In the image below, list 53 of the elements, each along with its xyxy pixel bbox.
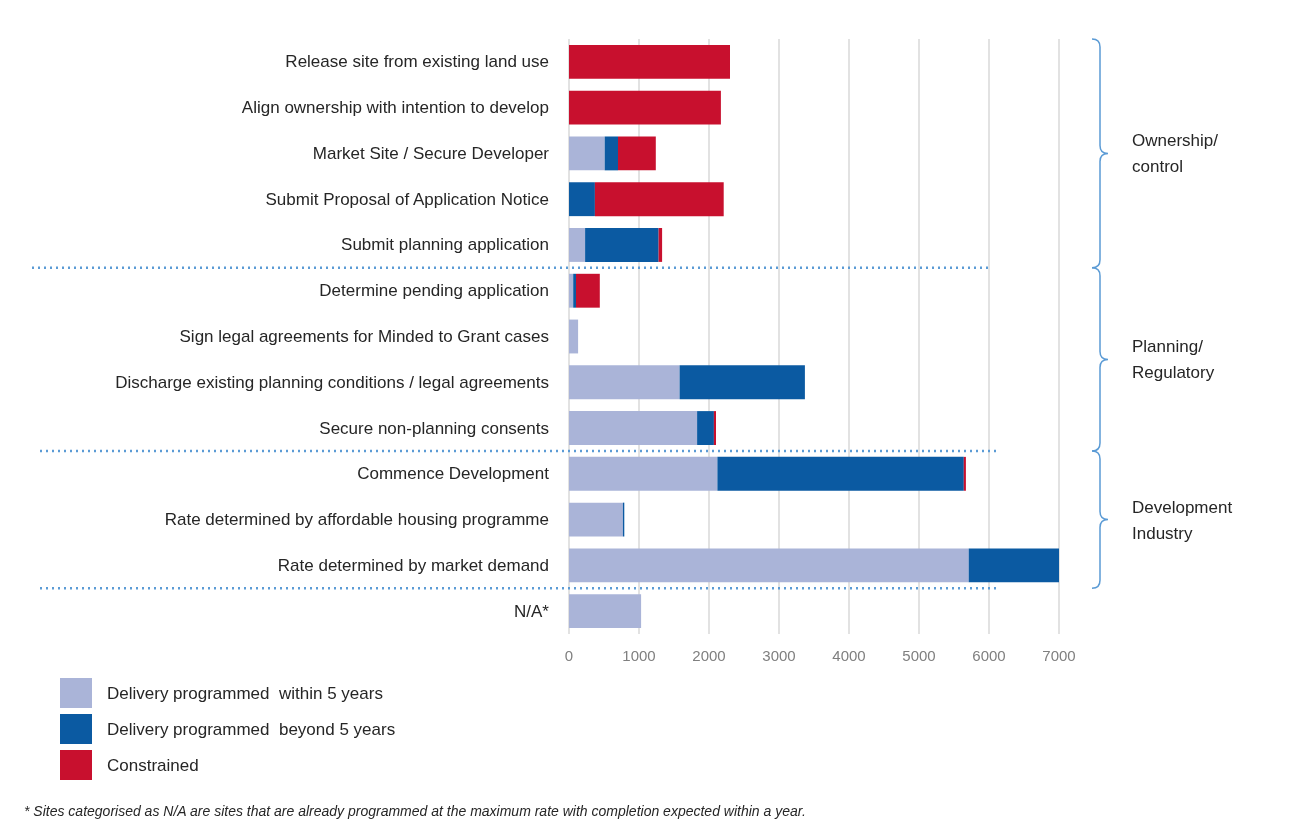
legend-label: Delivery programmed beyond 5 years — [107, 719, 396, 739]
y-tick-label: N/A* — [514, 601, 550, 621]
bar — [569, 44, 730, 79]
bar — [713, 411, 716, 445]
y-tick-label: Commence Development — [357, 464, 550, 484]
bar — [697, 411, 714, 445]
bar — [679, 365, 805, 400]
bar — [569, 548, 969, 583]
bar — [569, 136, 605, 171]
x-tick-label: 7000 — [1042, 647, 1076, 664]
bar — [963, 456, 966, 491]
bar — [573, 273, 576, 308]
bar — [604, 136, 618, 171]
bar — [569, 411, 698, 445]
bar — [594, 182, 724, 217]
y-tick-label: Align ownership with intention to develop — [241, 98, 549, 118]
bar — [569, 273, 574, 308]
y-tick-label: Market Site / Secure Developer — [312, 143, 550, 163]
text: Development Industry — [1132, 497, 1233, 543]
legend-label: Delivery programmed within 5 years — [107, 683, 383, 703]
y-tick-label: Rate determined by market demand — [277, 555, 549, 575]
bar — [585, 228, 659, 262]
bar — [569, 182, 595, 217]
bar — [569, 319, 579, 354]
bar — [569, 456, 718, 491]
bar — [569, 594, 642, 629]
legend-label: Constrained — [107, 755, 199, 775]
x-tick-label: 6000 — [972, 647, 1006, 664]
bar — [569, 502, 623, 537]
y-tick-label: Determine pending application — [319, 281, 549, 301]
bar — [618, 136, 656, 171]
y-tick-label: Submit planning application — [341, 235, 549, 255]
text: Ownership/ control — [1132, 131, 1219, 177]
x-tick-label: 3000 — [762, 647, 796, 664]
y-tick-label: Discharge existing planning conditions / legal agreements — [115, 372, 549, 392]
bar — [717, 456, 964, 491]
bar — [569, 228, 586, 262]
y-tick-label: Rate determined by affordable housing programme — [164, 510, 549, 530]
x-tick-label: 5000 — [902, 647, 936, 664]
bar — [576, 273, 600, 308]
y-tick-label: Release site from existing land use — [285, 52, 549, 72]
text: * Sites categorised as N/A are sites that are already programmed at the maximum rate with completion expected within a year. — [24, 803, 806, 819]
bar — [968, 548, 1059, 583]
y-tick-label: Secure non-planning consents — [319, 418, 549, 438]
bar — [569, 365, 680, 400]
x-tick-label: 2000 — [692, 647, 726, 664]
y-tick-label: Submit Proposal of Application Notice — [265, 189, 549, 209]
x-tick-label: 4000 — [832, 647, 866, 664]
text: Planning/ Regulatory — [1132, 337, 1215, 383]
x-tick-label: 1000 — [622, 647, 656, 664]
y-tick-label: Sign legal agreements for Minded to Grant cases — [179, 327, 549, 346]
bar — [569, 90, 721, 125]
x-tick-label: 0 — [564, 647, 574, 664]
